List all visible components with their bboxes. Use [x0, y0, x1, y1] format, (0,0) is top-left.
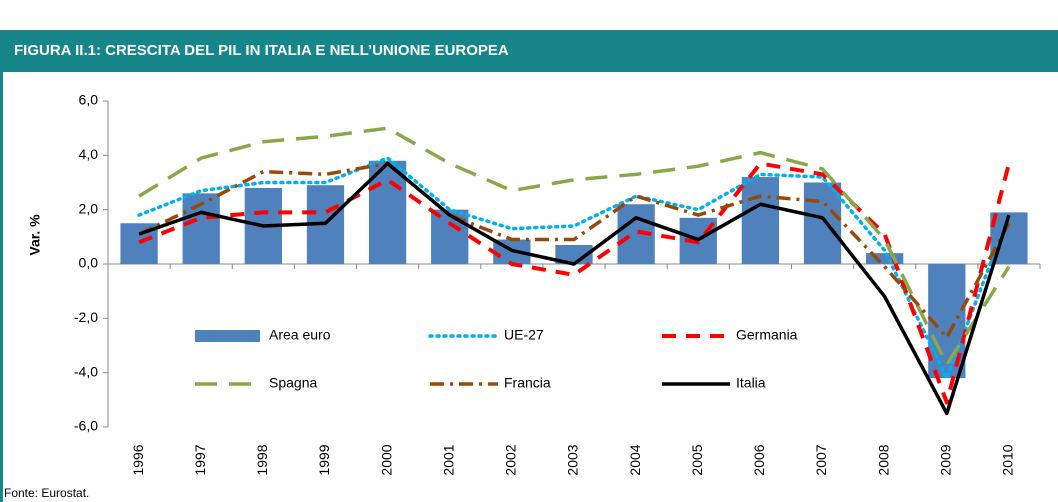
line-series [137, 156, 1011, 380]
y-axis-label: Var. % [27, 214, 43, 256]
x-tick-label: 2005 [689, 444, 705, 475]
legend-swatch [195, 330, 260, 342]
legend-label: Germania [736, 327, 798, 343]
y-tick-label: -2,0 [74, 309, 98, 325]
legend-label: UE-27 [504, 327, 544, 343]
y-tick-label: 2,0 [79, 200, 99, 216]
bar [431, 209, 469, 264]
x-tick-label: 1998 [254, 444, 270, 475]
bar [866, 253, 904, 264]
line-series [138, 126, 1011, 367]
legend-label: Italia [736, 375, 766, 391]
x-tick-label: 2000 [378, 444, 394, 475]
x-tick-label: 1999 [316, 444, 332, 475]
x-tick-label: 2001 [440, 444, 456, 475]
line-series [138, 161, 1011, 405]
x-tick-label: 2003 [565, 444, 581, 475]
legend-label: Area euro [269, 327, 331, 343]
x-tick-label: 1996 [130, 444, 146, 475]
x-tick-label: 1997 [192, 444, 208, 475]
bar [803, 182, 842, 264]
y-tick-label: 0,0 [79, 255, 99, 271]
y-tick-label: -6,0 [74, 418, 98, 434]
x-tick-label: 2008 [875, 444, 891, 475]
bar [368, 160, 407, 264]
chart-title: FIGURA II.1: CRESCITA DEL PIL IN ITALIA … [14, 42, 509, 59]
line-series [138, 161, 1011, 416]
x-tick-label: 2010 [1000, 444, 1016, 475]
x-tick-label: 2002 [503, 444, 519, 475]
source-note: Fonte: Eurostat. [4, 486, 89, 500]
y-tick-label: -4,0 [74, 363, 98, 379]
bar [741, 177, 780, 264]
legend-label: Spagna [269, 375, 317, 391]
line-series [138, 161, 1011, 340]
x-tick-label: 2009 [938, 444, 954, 475]
header-band [0, 30, 1058, 72]
frame-left [0, 30, 3, 502]
y-tick-label: 6,0 [79, 92, 99, 108]
legend-label: Francia [504, 375, 551, 391]
y-tick-label: 4,0 [79, 146, 99, 162]
x-tick-label: 2006 [751, 444, 767, 475]
x-tick-label: 2004 [627, 444, 643, 475]
x-tick-label: 2007 [813, 444, 829, 475]
